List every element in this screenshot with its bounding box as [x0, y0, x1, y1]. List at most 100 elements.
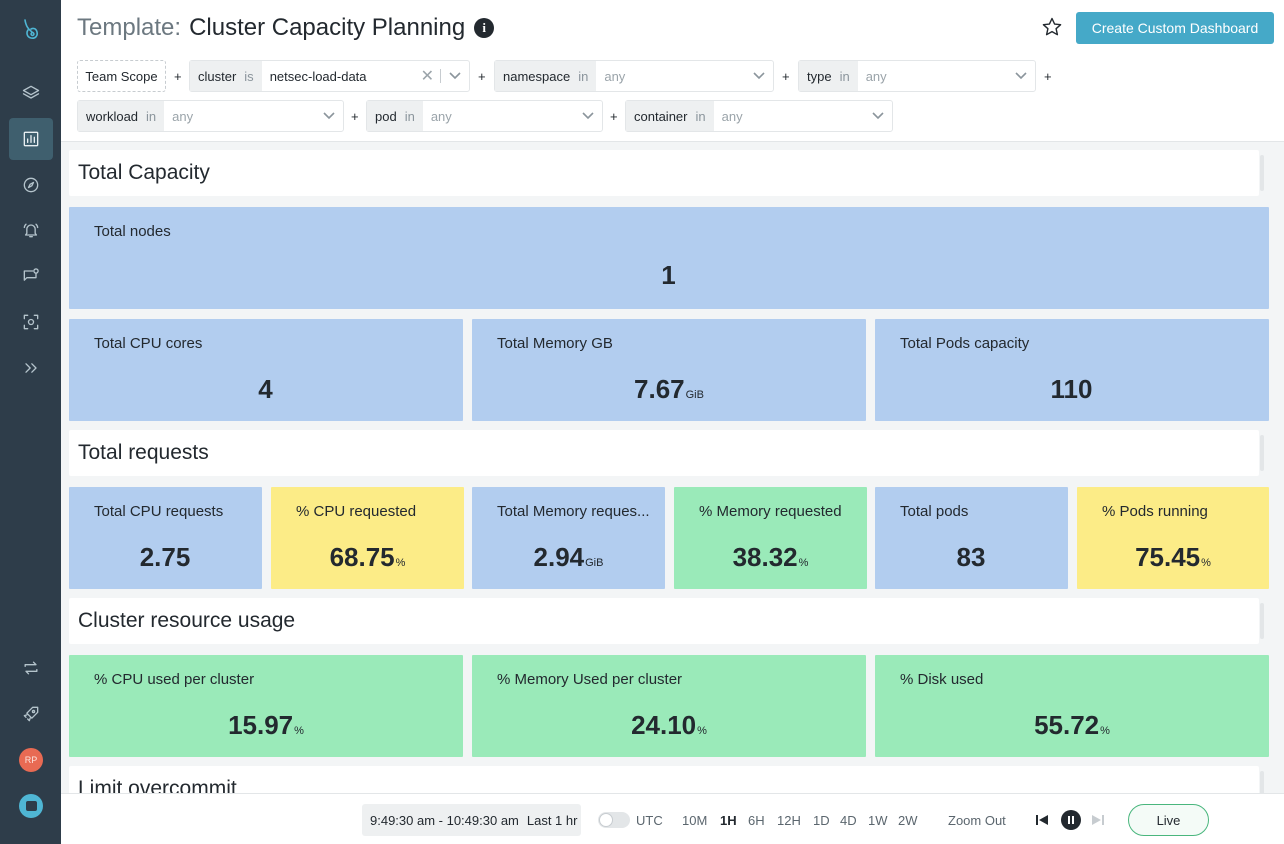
- expand-sidebar-icon[interactable]: [9, 347, 53, 389]
- add-filter-plus[interactable]: +: [478, 69, 486, 84]
- clear-icon[interactable]: ✕: [420, 68, 434, 85]
- tile-total-nodes[interactable]: Total nodes 1: [69, 207, 1269, 309]
- create-custom-dashboard-button[interactable]: Create Custom Dashboard: [1076, 12, 1274, 44]
- tile-unit: %: [798, 557, 809, 569]
- layers-icon[interactable]: [9, 72, 53, 114]
- tile-number: 38.32: [732, 542, 798, 572]
- team-scope-button[interactable]: Team Scope: [77, 60, 166, 92]
- tile-memory-used-per-cluster[interactable]: % Memory Used per cluster 24.10%: [472, 655, 866, 757]
- pause-icon[interactable]: [1061, 810, 1081, 830]
- tile-pods-running-percent[interactable]: % Pods running 75.45%: [1077, 487, 1269, 589]
- range-1d-button[interactable]: 1D: [813, 813, 830, 828]
- tile-cpu-requested-percent[interactable]: % CPU requested 68.75%: [271, 487, 464, 589]
- tile-unit: %: [395, 557, 406, 569]
- range-10m-button[interactable]: 10M: [682, 813, 708, 828]
- tile-value: 2.75: [69, 542, 262, 573]
- range-4d-button[interactable]: 4D: [840, 813, 857, 828]
- chevron-down-icon[interactable]: [441, 61, 469, 91]
- filter-namespace[interactable]: namespace in any: [494, 60, 774, 92]
- filter-type[interactable]: type in any: [798, 60, 1036, 92]
- chevron-down-icon[interactable]: [1007, 61, 1035, 91]
- alert-bell-icon[interactable]: [9, 209, 53, 251]
- tile-total-memory-requests[interactable]: Total Memory reques... 2.94GiB: [472, 487, 665, 589]
- tile-number: 2.94: [533, 542, 585, 572]
- chevron-down-icon[interactable]: [315, 101, 343, 131]
- add-filter-plus[interactable]: +: [1044, 69, 1052, 84]
- tile-memory-requested-percent[interactable]: % Memory requested 38.32%: [674, 487, 867, 589]
- tile-value: 75.45%: [1077, 542, 1269, 573]
- tile-value: 15.97%: [69, 710, 463, 741]
- filter-workload[interactable]: workload in any: [77, 100, 344, 132]
- range-1w-button[interactable]: 1W: [868, 813, 888, 828]
- favorite-star-icon[interactable]: [1040, 15, 1064, 39]
- tile-label: Total Pods capacity: [900, 335, 1030, 352]
- tile-total-pods[interactable]: Total pods 83: [875, 487, 1068, 589]
- dashboard-icon[interactable]: [9, 118, 53, 160]
- tile-unit: %: [697, 725, 707, 737]
- capture-icon[interactable]: [9, 301, 53, 343]
- tile-number: 83: [956, 542, 986, 572]
- tile-unit: %: [294, 725, 304, 737]
- sysdig-logo-icon[interactable]: [9, 9, 53, 51]
- filter-value[interactable]: netsec-load-data: [269, 68, 367, 84]
- tile-value: 2.94GiB: [472, 542, 665, 573]
- live-button[interactable]: Live: [1128, 804, 1209, 836]
- range-2w-button[interactable]: 2W: [898, 813, 918, 828]
- rocket-icon[interactable]: [9, 693, 53, 735]
- add-filter-plus[interactable]: +: [351, 109, 359, 124]
- user-avatar[interactable]: RP: [19, 748, 43, 772]
- info-icon[interactable]: i: [474, 18, 495, 38]
- chevron-down-icon[interactable]: [745, 61, 773, 91]
- time-range-text: 9:49:30 am - 10:49:30 am: [370, 812, 519, 828]
- filter-value[interactable]: any: [430, 108, 452, 124]
- section-header-total-capacity[interactable]: Total Capacity: [69, 150, 1259, 196]
- tile-unit: %: [1100, 725, 1110, 737]
- chat-support-icon[interactable]: [19, 794, 43, 818]
- tile-cpu-used-per-cluster[interactable]: % CPU used per cluster 15.97%: [69, 655, 463, 757]
- range-6h-button[interactable]: 6H: [748, 813, 765, 828]
- tile-disk-used[interactable]: % Disk used 55.72%: [875, 655, 1269, 757]
- zoom-out-button[interactable]: Zoom Out: [948, 813, 1006, 828]
- filter-cluster[interactable]: cluster is netsec-load-data ✕: [189, 60, 470, 92]
- filter-value[interactable]: any: [865, 68, 887, 84]
- tile-total-cpu-requests[interactable]: Total CPU requests 2.75: [69, 487, 262, 589]
- utc-toggle[interactable]: [598, 812, 630, 828]
- integrations-icon[interactable]: [9, 647, 53, 689]
- filter-label: type: [807, 68, 832, 84]
- tile-total-memory[interactable]: Total Memory GB 7.67GiB: [472, 319, 866, 421]
- section-scroll-indicator: [1260, 771, 1264, 793]
- filter-container[interactable]: container in any: [625, 100, 893, 132]
- tile-label: Total CPU requests: [94, 503, 224, 520]
- time-range-selector[interactable]: 9:49:30 am - 10:49:30 am Last 1 hr: [362, 804, 581, 836]
- add-filter-plus[interactable]: +: [782, 69, 790, 84]
- range-12h-button[interactable]: 12H: [777, 813, 801, 828]
- section-header-limit-overcommit[interactable]: Limit overcommit: [69, 766, 1259, 793]
- skip-back-icon[interactable]: [1033, 811, 1051, 829]
- section-scroll-indicator: [1260, 435, 1264, 471]
- tile-value: 110: [875, 374, 1269, 405]
- skip-forward-icon[interactable]: [1089, 811, 1107, 829]
- chevron-down-icon[interactable]: [574, 101, 602, 131]
- filter-pod[interactable]: pod in any: [366, 100, 603, 132]
- tile-number: 4: [258, 374, 273, 404]
- filter-value[interactable]: any: [604, 68, 626, 84]
- filter-value[interactable]: any: [172, 108, 194, 124]
- tile-number: 24.10: [631, 710, 697, 740]
- section-header-total-requests[interactable]: Total requests: [69, 430, 1259, 476]
- utc-label: UTC: [636, 813, 663, 828]
- tile-label: % CPU used per cluster: [94, 671, 255, 688]
- filter-value[interactable]: any: [721, 108, 743, 124]
- range-1h-button[interactable]: 1H: [720, 813, 737, 828]
- compass-icon[interactable]: [9, 164, 53, 206]
- filter-label: workload: [86, 108, 139, 124]
- tile-value: 55.72%: [875, 710, 1269, 741]
- section-scroll-indicator: [1260, 603, 1264, 639]
- tile-total-pods-capacity[interactable]: Total Pods capacity 110: [875, 319, 1269, 421]
- events-icon[interactable]: [9, 255, 53, 297]
- tile-total-cpu-cores[interactable]: Total CPU cores 4: [69, 319, 463, 421]
- section-header-cluster-resource-usage[interactable]: Cluster resource usage: [69, 598, 1259, 644]
- add-filter-plus[interactable]: +: [610, 109, 618, 124]
- chevron-down-icon[interactable]: [864, 101, 892, 131]
- add-filter-plus[interactable]: +: [174, 69, 182, 84]
- tile-label: Total Memory reques...: [497, 503, 650, 520]
